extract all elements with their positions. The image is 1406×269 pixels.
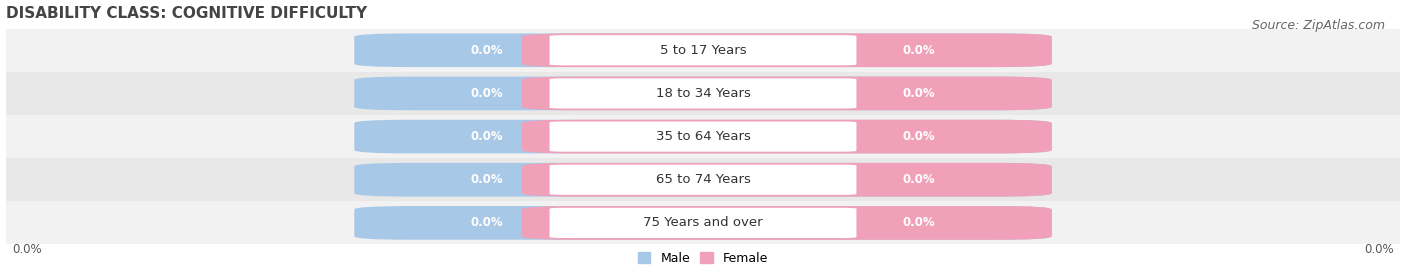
- Text: 18 to 34 Years: 18 to 34 Years: [655, 87, 751, 100]
- Text: 0.0%: 0.0%: [903, 44, 935, 57]
- Text: 0.0%: 0.0%: [471, 87, 503, 100]
- FancyBboxPatch shape: [354, 120, 1052, 153]
- FancyBboxPatch shape: [522, 206, 1052, 240]
- Text: 35 to 64 Years: 35 to 64 Years: [655, 130, 751, 143]
- Text: 0.0%: 0.0%: [903, 130, 935, 143]
- Text: 0.0%: 0.0%: [13, 243, 42, 256]
- Text: 0.0%: 0.0%: [903, 216, 935, 229]
- Bar: [6, 72, 1400, 115]
- FancyBboxPatch shape: [522, 163, 1052, 197]
- Text: 0.0%: 0.0%: [903, 87, 935, 100]
- FancyBboxPatch shape: [550, 122, 856, 152]
- Bar: [6, 29, 1400, 72]
- Text: 0.0%: 0.0%: [471, 44, 503, 57]
- FancyBboxPatch shape: [550, 35, 856, 65]
- FancyBboxPatch shape: [354, 163, 1052, 197]
- Text: 75 Years and over: 75 Years and over: [643, 216, 763, 229]
- Text: 5 to 17 Years: 5 to 17 Years: [659, 44, 747, 57]
- Text: 0.0%: 0.0%: [903, 173, 935, 186]
- FancyBboxPatch shape: [522, 33, 1052, 67]
- FancyBboxPatch shape: [550, 78, 856, 108]
- FancyBboxPatch shape: [354, 33, 1052, 67]
- Text: 0.0%: 0.0%: [471, 173, 503, 186]
- Text: 65 to 74 Years: 65 to 74 Years: [655, 173, 751, 186]
- FancyBboxPatch shape: [550, 165, 856, 195]
- Bar: [6, 201, 1400, 245]
- Text: DISABILITY CLASS: COGNITIVE DIFFICULTY: DISABILITY CLASS: COGNITIVE DIFFICULTY: [6, 6, 367, 20]
- Text: 0.0%: 0.0%: [471, 216, 503, 229]
- FancyBboxPatch shape: [354, 77, 1052, 110]
- Bar: [6, 115, 1400, 158]
- FancyBboxPatch shape: [522, 120, 1052, 153]
- FancyBboxPatch shape: [354, 206, 1052, 240]
- FancyBboxPatch shape: [522, 77, 1052, 110]
- FancyBboxPatch shape: [550, 208, 856, 238]
- Legend: Male, Female: Male, Female: [638, 252, 768, 265]
- Text: Source: ZipAtlas.com: Source: ZipAtlas.com: [1251, 19, 1385, 32]
- Bar: [6, 158, 1400, 201]
- Text: 0.0%: 0.0%: [471, 130, 503, 143]
- Text: 0.0%: 0.0%: [1364, 243, 1393, 256]
